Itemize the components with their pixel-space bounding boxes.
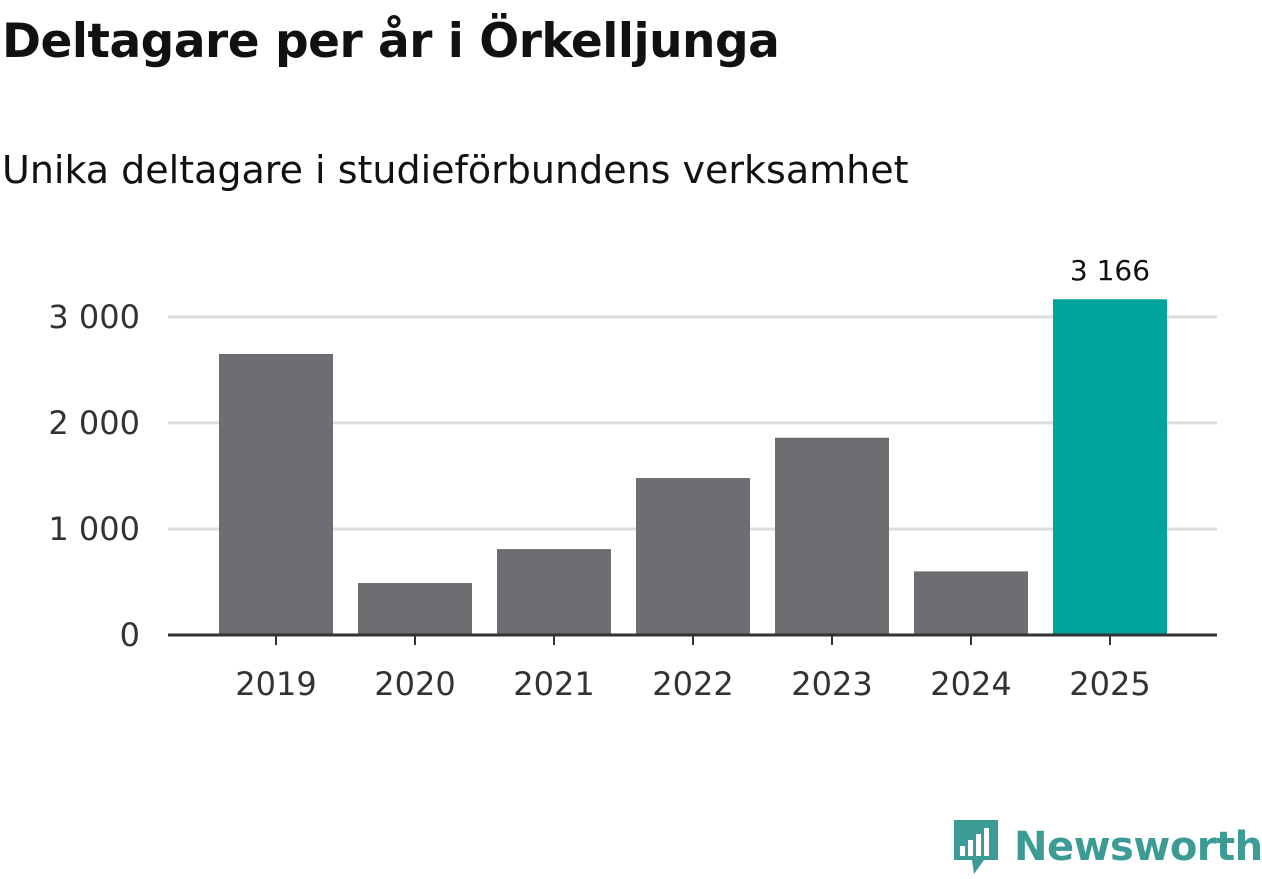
x-tick-label: 2022 bbox=[652, 665, 733, 703]
x-tick-label: 2021 bbox=[513, 665, 594, 703]
y-tick-label: 0 bbox=[120, 616, 140, 654]
bar-2020 bbox=[358, 583, 472, 635]
x-tick-label: 2025 bbox=[1069, 665, 1150, 703]
newsworthy-logo-icon bbox=[954, 820, 998, 874]
chart-title: Deltagare per år i Örkelljunga bbox=[2, 14, 780, 69]
x-tick-label: 2024 bbox=[930, 665, 1011, 703]
bar-2025 bbox=[1053, 299, 1167, 635]
x-tick-label: 2020 bbox=[374, 665, 455, 703]
data-label: 3 166 bbox=[1070, 254, 1150, 287]
y-tick-label: 1 000 bbox=[48, 510, 140, 548]
labels: 0 1 000 2 000 3 000 2019 2020 2021 2022 2023 2024… bbox=[48, 254, 1150, 703]
bar-2019 bbox=[219, 353, 333, 635]
brand-logo: Newsworthy bbox=[950, 816, 1262, 878]
bar-2024 bbox=[914, 571, 1028, 635]
chart-subtitle: Unika deltagare i studieförbundens verks… bbox=[2, 148, 909, 192]
x-tick-label: 2019 bbox=[235, 665, 316, 703]
bar-2021 bbox=[497, 549, 611, 635]
y-tick-label: 3 000 bbox=[48, 298, 140, 336]
bar-2022 bbox=[636, 478, 750, 635]
axes bbox=[168, 633, 1217, 645]
bars bbox=[219, 299, 1167, 635]
x-tick-label: 2023 bbox=[791, 665, 872, 703]
bar-2023 bbox=[775, 437, 889, 635]
y-tick-label: 2 000 bbox=[48, 404, 140, 442]
bar-chart: 0 1 000 2 000 3 000 2019 2020 2021 2022 2023 2024… bbox=[48, 254, 1217, 703]
brand-name: Newsworthy bbox=[1014, 824, 1262, 870]
